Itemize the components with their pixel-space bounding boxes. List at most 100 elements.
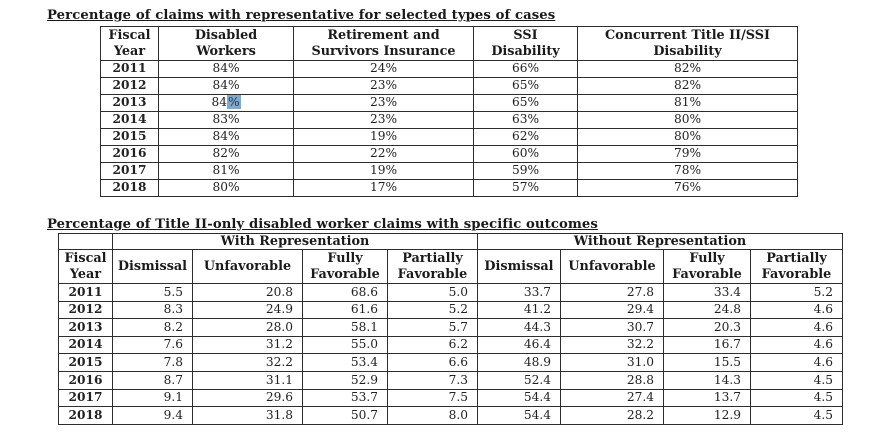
value-cell: 41.2 <box>477 300 561 320</box>
value-cell: 84% <box>158 60 294 78</box>
value-cell: 52.9 <box>302 371 388 390</box>
table2-header-cell-0-1: Unfavorable <box>192 249 303 285</box>
value-cell: 83% <box>158 111 294 129</box>
table2-group-header-row: With Representation Without Representatio… <box>58 232 843 251</box>
fiscal-year-cell: 2018 <box>58 406 113 425</box>
value-cell: 19% <box>293 128 474 146</box>
table-row: 2016 82% 22% 60% 79% <box>100 145 798 163</box>
corner-cell <box>58 232 113 251</box>
value-cell: 6.6 <box>387 353 478 372</box>
value-cell: 4.6 <box>750 318 843 337</box>
table2-header-cell-0-2: Fully Favorable <box>302 249 388 285</box>
value-cell: 15.5 <box>663 353 751 372</box>
value-cell: 81% <box>158 162 294 180</box>
value-cell: 6.2 <box>387 335 478 355</box>
table2-header-cell-1-2: Fully Favorable <box>663 249 751 285</box>
table-row: 2011 5.5 20.8 68.6 5.0 33.7 27.8 33.4 5.2 <box>58 283 843 302</box>
value-cell: 33.7 <box>477 283 561 302</box>
table1-title: Percentage of claims with representative… <box>47 8 556 23</box>
value-cell: 32.2 <box>560 335 664 355</box>
value-cell: 24.8 <box>663 300 751 320</box>
table1-head: Fiscal Year Disabled Workers Retirement and S… <box>100 26 798 61</box>
value-cell: 31.1 <box>192 371 303 390</box>
table-row: 2018 80% 17% 57% 76% <box>100 179 798 197</box>
value-cell: 29.4 <box>560 300 664 320</box>
value-cell: 23% <box>293 77 474 95</box>
value-cell: 13.7 <box>663 388 751 408</box>
value-cell: 8.0 <box>387 406 478 425</box>
value-cell: 52.4 <box>477 371 561 390</box>
table2-head: With Representation Without Representatio… <box>58 232 843 285</box>
fiscal-year-cell: 2014 <box>58 335 113 355</box>
value-cell: 68.6 <box>302 283 388 302</box>
table-row: 2017 81% 19% 59% 78% <box>100 162 798 180</box>
claims-with-representative-table: Fiscal Year Disabled Workers Retirement and S… <box>100 26 798 197</box>
table2-header-cell-0-3: Partially Favorable <box>387 249 478 285</box>
value-cell: 31.8 <box>192 406 303 425</box>
table2-header-cell-1-3: Partially Favorable <box>750 249 843 285</box>
value-cell: 24.9 <box>192 300 303 320</box>
value-cell: 19% <box>293 162 474 180</box>
value-cell: 61.6 <box>302 300 388 320</box>
value-cell: 79% <box>577 145 798 163</box>
table-row: 2015 7.8 32.2 53.4 6.6 48.9 31.0 15.5 4.6 <box>58 353 843 372</box>
value-cell: 66% <box>473 60 578 78</box>
value-cell: 81% <box>577 94 798 112</box>
value-cell: 9.4 <box>112 406 193 425</box>
value-cell: 84% <box>158 94 294 112</box>
group-header-cell-1: Without Representation <box>477 232 843 251</box>
value-cell: 80% <box>158 179 294 197</box>
table-row: 2012 84% 23% 65% 82% <box>100 77 798 95</box>
fiscal-year-cell: 2017 <box>100 162 159 180</box>
value-cell: 65% <box>473 94 578 112</box>
value-cell: 4.6 <box>750 335 843 355</box>
table-row: 2014 83% 23% 63% 80% <box>100 111 798 129</box>
value-cell: 62% <box>473 128 578 146</box>
value-cell: 80% <box>577 128 798 146</box>
value-cell: 28.8 <box>560 371 664 390</box>
fiscal-year-cell: 2011 <box>100 60 159 78</box>
value-cell: 48.9 <box>477 353 561 372</box>
table-row: 2018 9.4 31.8 50.7 8.0 54.4 28.2 12.9 4.5 <box>58 406 843 425</box>
fiscal-year-cell: 2015 <box>100 128 159 146</box>
value-cell: 33.4 <box>663 283 751 302</box>
fiscal-year-cell: 2013 <box>100 94 159 112</box>
fiscal-year-cell: 2016 <box>100 145 159 163</box>
value-cell: 84% <box>158 128 294 146</box>
table-row: 2013 84% 23% 65% 81% <box>100 94 798 112</box>
value-cell: 80% <box>577 111 798 129</box>
value-cell: 46.4 <box>477 335 561 355</box>
table1-header-cell-1: Disabled Workers <box>158 26 294 61</box>
fiscal-year-cell: 2016 <box>58 371 113 390</box>
value-cell: 65% <box>473 77 578 95</box>
value-cell: 4.5 <box>750 406 843 425</box>
value-cell: 55.0 <box>302 335 388 355</box>
value-cell: 32.2 <box>192 353 303 372</box>
value-cell: 54.4 <box>477 406 561 425</box>
value-cell: 63% <box>473 111 578 129</box>
group-header-cell-0: With Representation <box>112 232 478 251</box>
table1-header-cell-3: SSI Disability <box>473 26 578 61</box>
value-cell: 78% <box>577 162 798 180</box>
table1-header-cell-4: Concurrent Title II/SSI Disability <box>577 26 798 61</box>
table1-body: 2011 84% 24% 66% 82% 2012 84% 23% 65% 82% 2013 84% 2… <box>100 60 798 197</box>
table1-header-row: Fiscal Year Disabled Workers Retirement and S… <box>100 26 798 61</box>
value-cell: 7.3 <box>387 371 478 390</box>
value-cell: 76% <box>577 179 798 197</box>
value-cell: 17% <box>293 179 474 197</box>
value-cell: 5.7 <box>387 318 478 337</box>
value-cell: 8.7 <box>112 371 193 390</box>
value-cell: 23% <box>293 94 474 112</box>
value-cell: 31.0 <box>560 353 664 372</box>
value-cell: 4.6 <box>750 300 843 320</box>
value-cell: 8.3 <box>112 300 193 320</box>
search-highlight: % <box>226 95 241 110</box>
value-cell: 9.1 <box>112 388 193 408</box>
value-cell: 82% <box>577 77 798 95</box>
value-cell: 22% <box>293 145 474 163</box>
table-row: 2012 8.3 24.9 61.6 5.2 41.2 29.4 24.8 4.6 <box>58 300 843 320</box>
fiscal-year-cell: 2017 <box>58 388 113 408</box>
value-cell: 27.4 <box>560 388 664 408</box>
value-cell: 7.6 <box>112 335 193 355</box>
